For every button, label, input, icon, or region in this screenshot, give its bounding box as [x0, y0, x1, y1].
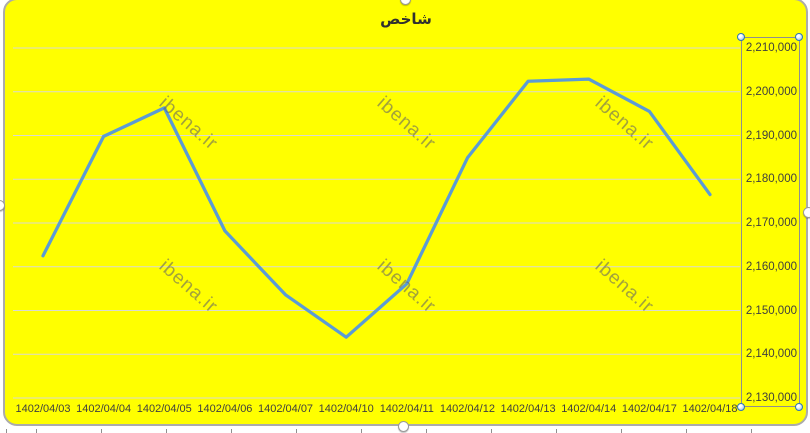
- axis-selection-handle-top-left[interactable]: [737, 33, 745, 41]
- axis-selection-handle-top-right[interactable]: [795, 33, 803, 41]
- y-axis-tick-label[interactable]: 2,190,000: [745, 129, 797, 142]
- y-axis-tick-label[interactable]: 2,140,000: [745, 348, 797, 361]
- axis-selection-handle-bottom-right[interactable]: [795, 403, 803, 411]
- y-axis-tick-label[interactable]: 2,170,000: [745, 217, 797, 229]
- x-axis-tick-label[interactable]: 1402/04/03: [15, 403, 71, 415]
- y-axis-selection-box[interactable]: [741, 37, 800, 407]
- x-axis-tick-label[interactable]: 1402/04/05: [136, 403, 192, 415]
- chart-object[interactable]: [3, 0, 808, 426]
- x-axis-tick-label[interactable]: 1402/04/10: [318, 403, 374, 415]
- chart-resize-handle-right[interactable]: [803, 207, 810, 218]
- axis-selection-handle-bottom-left[interactable]: [737, 403, 745, 411]
- x-axis-tick-label[interactable]: 1402/04/11: [379, 403, 434, 415]
- x-axis-tick-label[interactable]: 1402/04/17: [621, 403, 677, 415]
- y-axis-tick-label[interactable]: 2,130,000: [745, 392, 797, 404]
- x-axis-tick-label[interactable]: 1402/04/14: [561, 403, 617, 415]
- x-axis-tick-label[interactable]: 1402/04/12: [439, 403, 495, 415]
- line-series[interactable]: [41, 77, 712, 339]
- x-axis-tick-label[interactable]: 1402/04/13: [500, 403, 556, 415]
- chart-title[interactable]: شاخص: [380, 10, 432, 28]
- x-axis-tick-label[interactable]: 1402/04/06: [197, 403, 253, 415]
- y-axis-tick-label[interactable]: 2,180,000: [745, 173, 797, 186]
- y-axis-tick-label[interactable]: 2,210,000: [745, 42, 797, 54]
- x-axis-tick-label[interactable]: 1402/04/18: [682, 403, 738, 415]
- x-axis-tick-label[interactable]: 1402/04/07: [258, 403, 314, 415]
- y-axis-tick-label[interactable]: 2,160,000: [745, 260, 797, 273]
- y-axis-tick-label[interactable]: 2,150,000: [745, 304, 797, 317]
- x-axis-tick-label[interactable]: 1402/04/04: [76, 403, 132, 415]
- y-axis-tick-label[interactable]: 2,200,000: [745, 85, 797, 98]
- chart-resize-handle-bottom[interactable]: [398, 421, 409, 432]
